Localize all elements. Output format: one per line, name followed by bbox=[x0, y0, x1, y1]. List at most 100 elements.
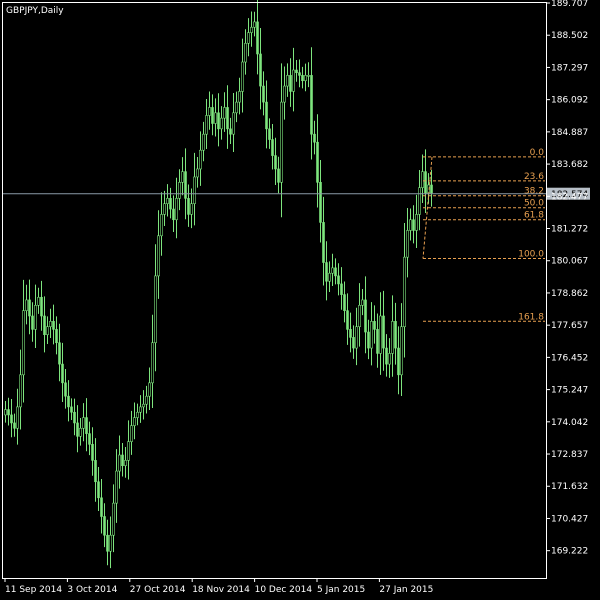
candle-body bbox=[61, 363, 64, 384]
candle bbox=[151, 314, 154, 408]
candle bbox=[40, 280, 43, 331]
candle bbox=[142, 390, 145, 420]
candle bbox=[247, 18, 250, 57]
candle-body bbox=[235, 101, 238, 114]
candle-body bbox=[31, 315, 34, 330]
candle-body bbox=[343, 294, 346, 311]
candle bbox=[379, 292, 382, 375]
candle-body bbox=[205, 115, 208, 135]
candle-body bbox=[388, 353, 391, 365]
candle bbox=[295, 60, 298, 82]
candle-body bbox=[214, 112, 217, 124]
y-tick-label: 186.092 bbox=[551, 96, 588, 106]
fibonacci-retracement: 0.0 23.6 38.2 50.0 61.8 100.0 161.8 bbox=[422, 148, 545, 322]
y-tick-label: 175.247 bbox=[551, 386, 588, 396]
candle bbox=[211, 94, 214, 136]
y-tick-label: 189.707 bbox=[551, 0, 588, 9]
candle-body bbox=[391, 321, 394, 354]
candle bbox=[226, 85, 229, 149]
candle-body bbox=[325, 262, 328, 282]
candle-body bbox=[370, 321, 373, 349]
candle-body bbox=[250, 26, 253, 33]
candle bbox=[28, 279, 31, 335]
candle-body bbox=[244, 42, 247, 63]
candle bbox=[412, 205, 415, 244]
candle bbox=[124, 446, 127, 478]
candle bbox=[88, 421, 91, 456]
candle bbox=[85, 398, 88, 452]
x-tick-label: 27 Jan 2015 bbox=[379, 585, 433, 595]
candle bbox=[19, 349, 22, 430]
candles bbox=[4, 0, 433, 569]
candle bbox=[358, 283, 361, 347]
candle-body bbox=[103, 516, 106, 536]
candle-body bbox=[142, 403, 145, 408]
candle bbox=[256, 0, 259, 75]
candle bbox=[31, 302, 34, 342]
candle-body bbox=[49, 321, 52, 327]
candle bbox=[208, 91, 211, 130]
candle bbox=[403, 222, 406, 358]
candle bbox=[370, 302, 373, 366]
candle bbox=[394, 302, 397, 365]
candle bbox=[58, 323, 61, 382]
candle bbox=[238, 77, 241, 115]
candle bbox=[76, 405, 79, 453]
candle-body bbox=[199, 149, 202, 170]
y-tick-label: 172.837 bbox=[551, 450, 588, 460]
candle bbox=[7, 397, 10, 426]
candle-body bbox=[382, 315, 385, 349]
candle-body bbox=[43, 315, 46, 336]
candle bbox=[280, 63, 283, 218]
candle bbox=[103, 503, 106, 548]
candle bbox=[367, 319, 370, 360]
candle-body bbox=[247, 32, 250, 44]
candle bbox=[349, 312, 352, 353]
candle-body bbox=[10, 414, 13, 424]
candle-body bbox=[226, 107, 229, 130]
candle-body bbox=[352, 337, 355, 349]
candle-body bbox=[406, 230, 409, 258]
candle bbox=[64, 369, 67, 409]
candle bbox=[121, 442, 124, 477]
y-tick-label: 169.222 bbox=[551, 547, 588, 557]
fib-level-label: 38.2 bbox=[524, 187, 544, 197]
candle bbox=[118, 435, 121, 489]
candle-body bbox=[268, 128, 271, 140]
candle bbox=[271, 124, 274, 170]
x-tick-label: 11 Sep 2014 bbox=[5, 585, 62, 595]
candle bbox=[157, 210, 160, 299]
candle-body bbox=[163, 203, 166, 215]
candle-body bbox=[55, 329, 58, 344]
candle-body bbox=[52, 321, 55, 330]
candle-body bbox=[301, 75, 304, 82]
candle-body bbox=[217, 112, 220, 130]
candle-body bbox=[331, 267, 334, 274]
candle bbox=[214, 98, 217, 137]
candle bbox=[139, 395, 142, 423]
candle bbox=[235, 91, 238, 123]
y-tick-label: 184.887 bbox=[551, 128, 588, 138]
candle bbox=[43, 296, 46, 353]
fib-level-label: 50.0 bbox=[524, 199, 544, 209]
candle bbox=[10, 399, 13, 438]
candle bbox=[265, 80, 268, 149]
candle-body bbox=[376, 329, 379, 354]
candle bbox=[268, 118, 271, 149]
candle-body bbox=[97, 481, 100, 499]
candle-body bbox=[349, 329, 352, 338]
candle bbox=[259, 28, 262, 110]
candle-body bbox=[241, 61, 244, 92]
candle-body bbox=[418, 187, 421, 215]
candle bbox=[337, 263, 340, 296]
candle-body bbox=[136, 411, 139, 418]
candle-body bbox=[286, 75, 289, 87]
y-tick-label: 178.862 bbox=[551, 289, 588, 299]
candle-body bbox=[430, 184, 433, 194]
candle-body bbox=[289, 75, 292, 92]
candle-body bbox=[259, 53, 262, 87]
candle-body bbox=[424, 171, 427, 194]
candle-body bbox=[415, 214, 418, 231]
